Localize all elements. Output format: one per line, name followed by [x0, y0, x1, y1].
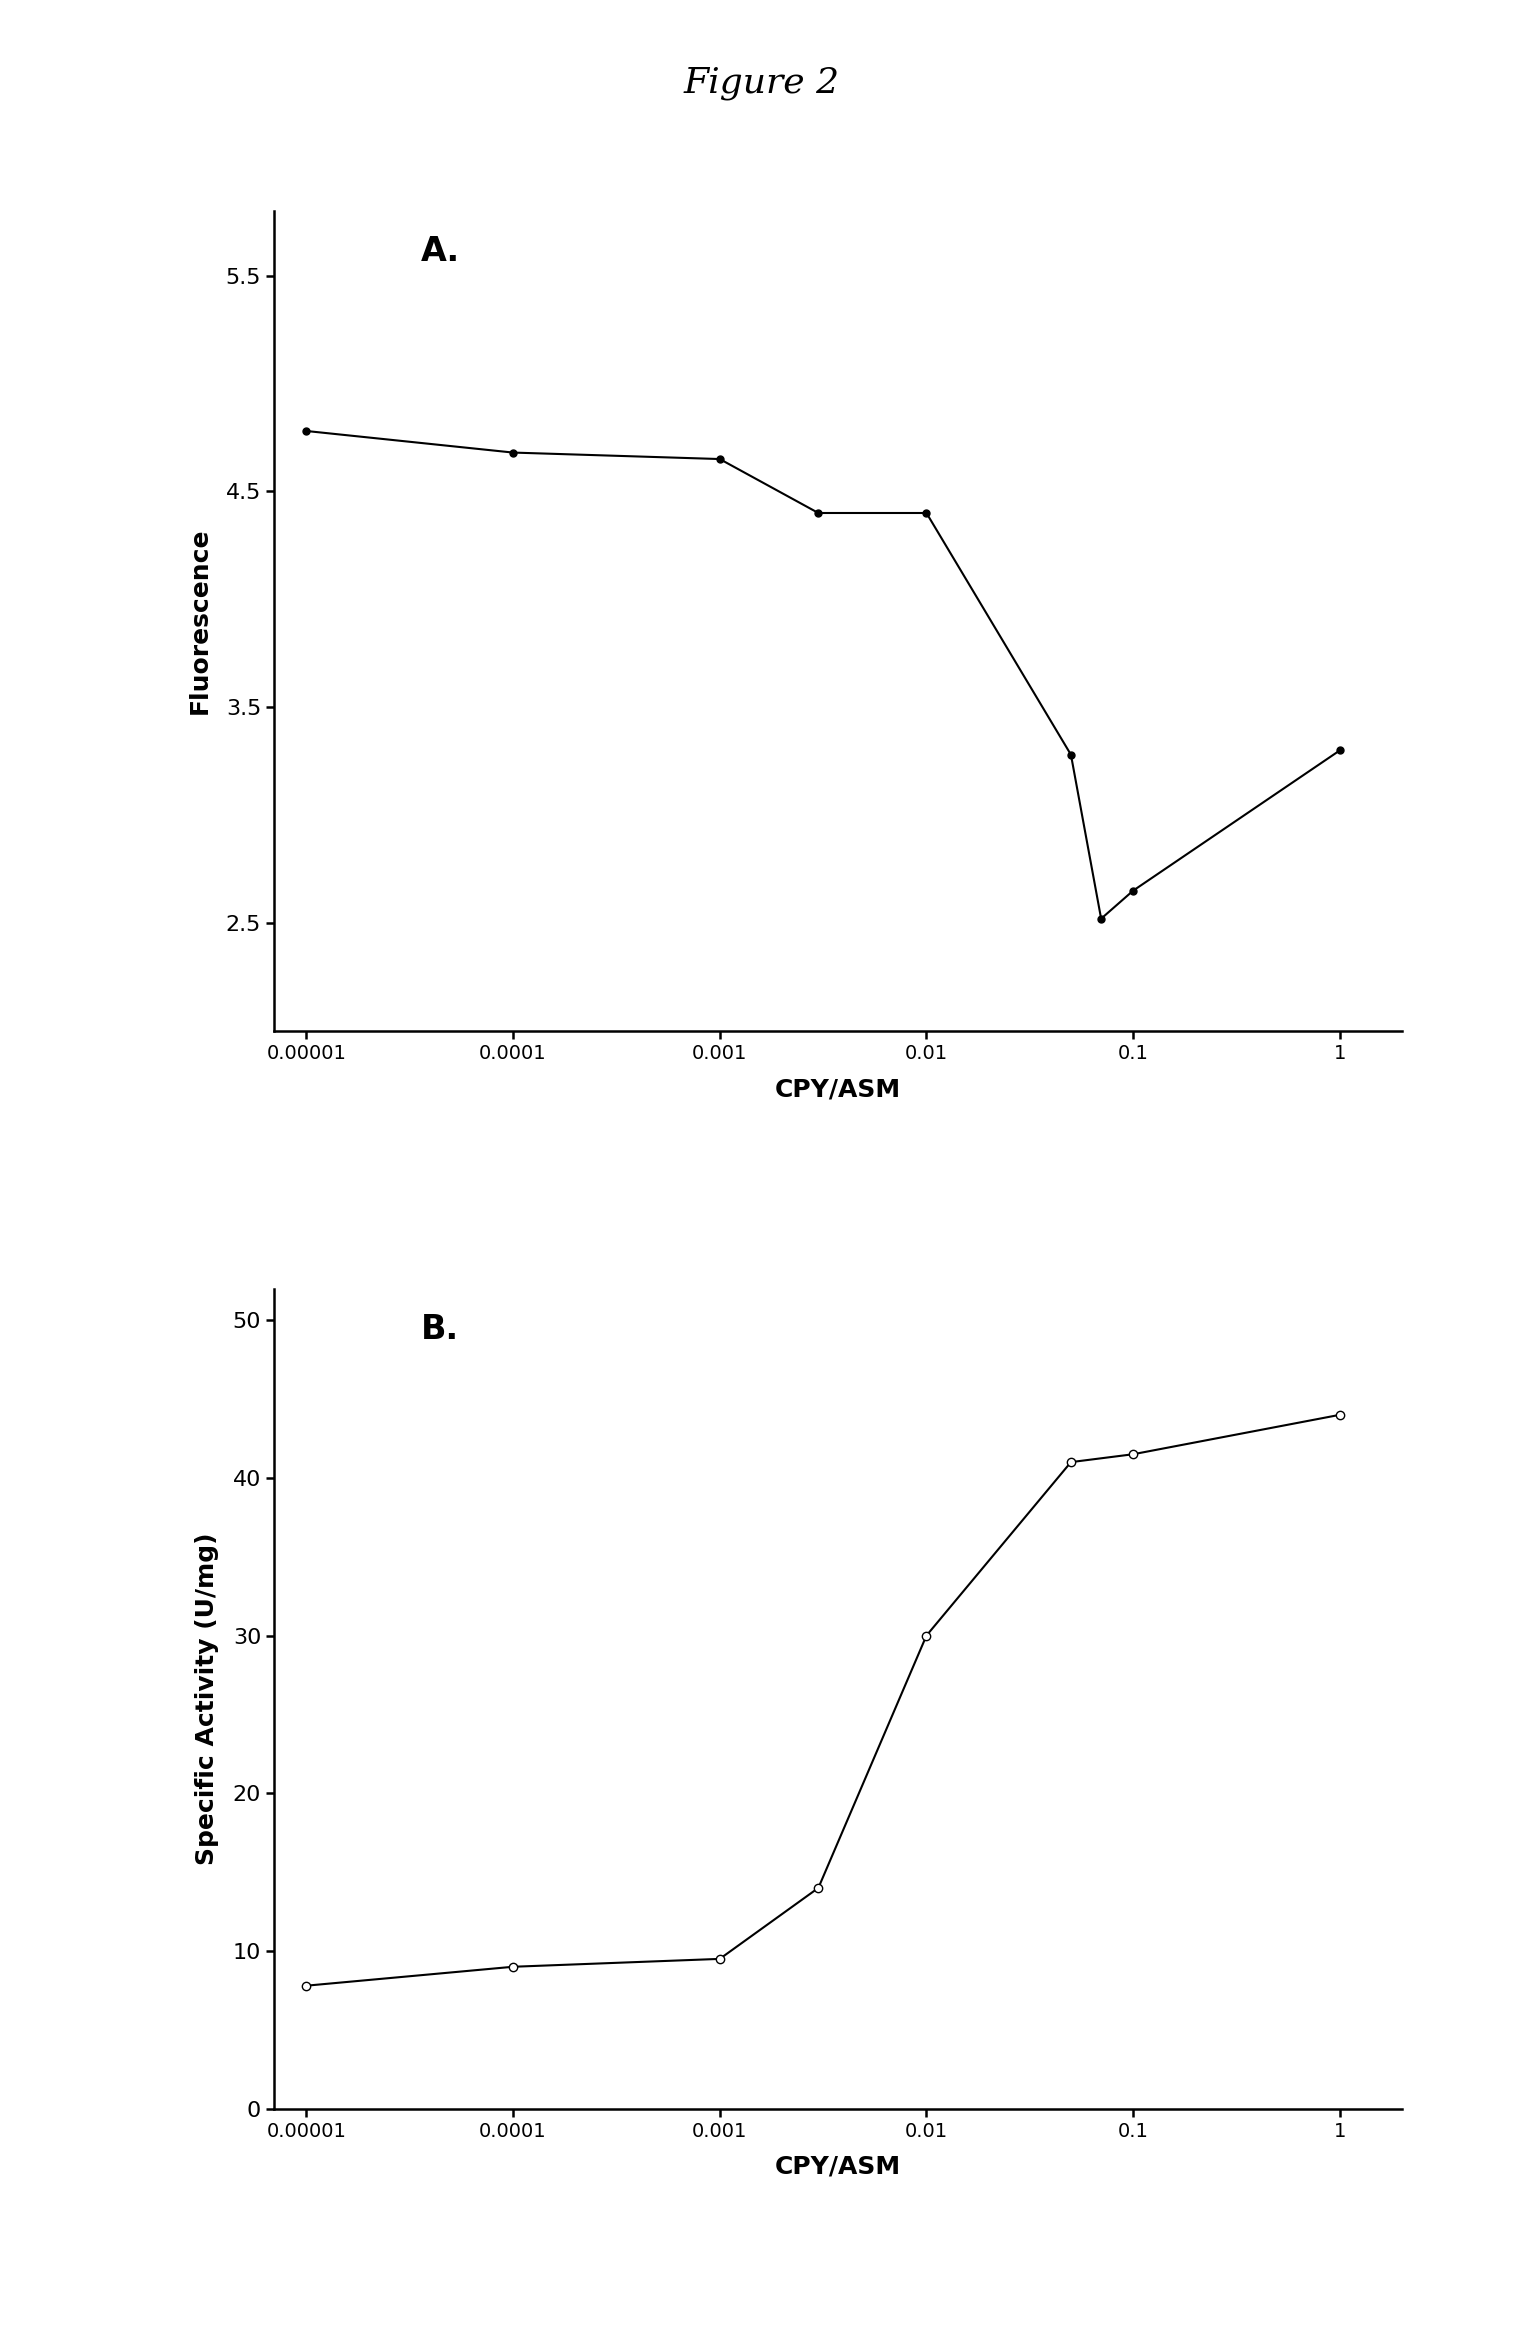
- Y-axis label: Specific Activity (U/mg): Specific Activity (U/mg): [195, 1532, 219, 1865]
- Text: B.: B.: [421, 1312, 459, 1347]
- Y-axis label: Fluorescence: Fluorescence: [187, 527, 212, 715]
- Text: A.: A.: [421, 234, 460, 269]
- Text: Figure 2: Figure 2: [684, 66, 840, 101]
- X-axis label: CPY/ASM: CPY/ASM: [776, 1078, 901, 1101]
- X-axis label: CPY/ASM: CPY/ASM: [776, 2156, 901, 2179]
